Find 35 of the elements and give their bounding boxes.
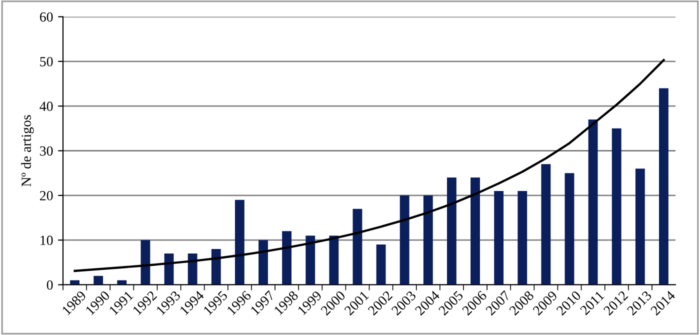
bar: [282, 231, 292, 285]
bar: [211, 249, 221, 285]
bar: [400, 195, 410, 285]
bar: [423, 195, 433, 285]
x-tick-label: 1991: [108, 290, 134, 316]
bar: [612, 128, 622, 285]
bar: [446, 178, 456, 285]
bar: [258, 240, 268, 285]
bar: [541, 164, 551, 285]
bar: [564, 173, 574, 285]
bar: [376, 244, 386, 285]
y-axis-title: Nº de artigos: [21, 115, 34, 186]
y-tick-label: 30: [40, 146, 53, 156]
y-tick-label: 40: [40, 102, 53, 112]
bar: [659, 88, 668, 285]
bar: [352, 208, 362, 285]
y-tick-label: 20: [40, 191, 53, 200]
bar: [234, 200, 244, 285]
y-tick-label: 50: [40, 57, 53, 66]
y-tick-label: 10: [40, 236, 53, 246]
line-series: [74, 58, 665, 272]
bar: [329, 236, 339, 285]
bar: [635, 168, 645, 285]
bar: [188, 253, 198, 285]
bar: [306, 236, 316, 285]
bar: [518, 190, 528, 285]
x-tick-label: 2001: [344, 290, 370, 316]
bar: [140, 240, 150, 285]
bar: [494, 190, 504, 285]
y-tick-label: 0: [46, 280, 53, 290]
y-tick-label: 60: [40, 12, 53, 22]
x-tick-label: 2011: [580, 290, 605, 316]
bar: [94, 276, 104, 285]
bar: [470, 178, 480, 285]
bar: [588, 119, 598, 285]
